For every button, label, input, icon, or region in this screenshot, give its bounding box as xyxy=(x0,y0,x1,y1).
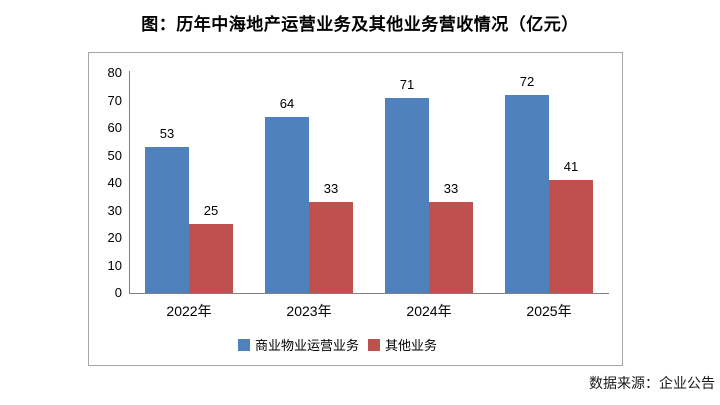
y-tick-label: 20 xyxy=(107,230,122,245)
value-label: 33 xyxy=(323,181,339,197)
bar xyxy=(385,97,429,293)
y-tick-label: 10 xyxy=(107,257,122,273)
bar xyxy=(265,117,309,293)
bar xyxy=(505,95,549,293)
y-tick-label: 80 xyxy=(107,65,122,80)
value-label: 53 xyxy=(159,126,175,142)
chart-frame: 0 10 20 30 40 50 60 70 80 53 25 2022年 64 33 2023年 71 33 2… xyxy=(88,52,623,366)
value-label: 64 xyxy=(279,96,295,111)
y-tick-label: 30 xyxy=(107,202,122,218)
x-category-label: 2025年 xyxy=(526,303,572,319)
y-tick-label: 40 xyxy=(107,175,122,190)
legend-swatch-icon xyxy=(368,338,380,351)
y-tick-label: 70 xyxy=(107,92,122,108)
x-axis-line xyxy=(129,293,609,294)
value-label: 33 xyxy=(443,181,459,197)
legend-item: 商业物业运营业务 xyxy=(237,335,359,354)
y-tick-label: 50 xyxy=(107,147,122,163)
x-category-label: 2024年 xyxy=(406,303,452,319)
y-tick-label: 60 xyxy=(107,120,122,135)
bar xyxy=(145,147,189,293)
value-label: 41 xyxy=(563,159,579,175)
bar xyxy=(189,224,233,293)
legend-item: 其他业务 xyxy=(368,335,437,354)
value-label: 71 xyxy=(399,76,415,92)
legend-swatch-icon xyxy=(237,338,250,351)
y-tick-label: 0 xyxy=(114,285,122,300)
value-label: 72 xyxy=(519,74,535,89)
legend: 商业物业运营业务 其他业务 xyxy=(89,335,586,354)
source-note: 数据来源：企业公告 xyxy=(589,375,715,391)
legend-label: 商业物业运营业务 xyxy=(254,338,359,353)
x-category-label: 2022年 xyxy=(166,303,212,319)
bar xyxy=(549,180,593,293)
x-category-label: 2023年 xyxy=(286,303,332,319)
bar xyxy=(429,202,473,293)
bar xyxy=(309,202,353,293)
value-label: 25 xyxy=(203,203,219,219)
y-axis-line xyxy=(129,71,130,294)
legend-label: 其他业务 xyxy=(385,338,438,353)
page-title: 图：历年中海地产运营业务及其他业务营收情况（亿元） xyxy=(141,15,579,34)
